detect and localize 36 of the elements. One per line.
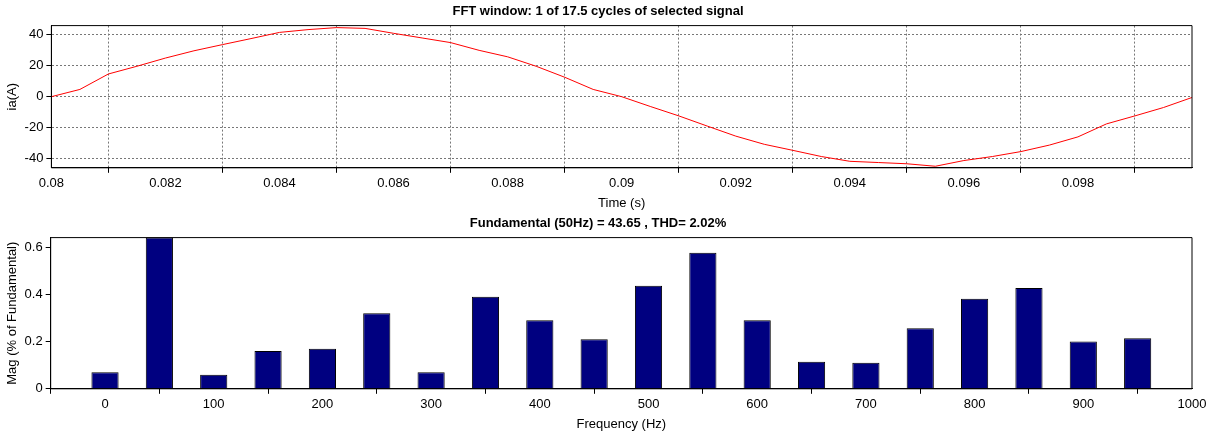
x-tick-label: 1000 bbox=[1177, 396, 1207, 412]
y-tick-label: -20 bbox=[24, 119, 44, 135]
x-tick-label: 0.082 bbox=[149, 175, 182, 191]
x-tick-label: 0 bbox=[101, 396, 109, 412]
x-tick-label: 0.08 bbox=[38, 175, 65, 191]
x-axis-title: Time (s) bbox=[598, 194, 646, 210]
y-tick-label: 0.4 bbox=[24, 285, 43, 301]
chart-title: FFT window: 1 of 17.5 cycles of selected signal bbox=[452, 3, 744, 19]
x-tick-label: 200 bbox=[311, 396, 334, 412]
x-tick-label: 0.098 bbox=[1061, 175, 1095, 191]
y-tick-label: 0 bbox=[36, 88, 44, 104]
x-tick-label: 0.096 bbox=[947, 175, 981, 191]
x-tick-label: 300 bbox=[420, 396, 442, 412]
y-axis-title: ia(A) bbox=[4, 82, 20, 111]
x-tick-label: 500 bbox=[637, 396, 660, 412]
x-tick-label: 400 bbox=[528, 396, 551, 412]
x-tick-label: 100 bbox=[202, 396, 225, 412]
x-tick-label: 0.086 bbox=[377, 175, 410, 191]
x-tick-label: 0.094 bbox=[833, 175, 867, 191]
x-tick-label: 0.084 bbox=[263, 175, 296, 191]
x-tick-label: 600 bbox=[746, 396, 769, 412]
y-tick-label: 40 bbox=[28, 26, 44, 42]
x-tick-label: 0.092 bbox=[719, 175, 753, 191]
y-tick-label: 20 bbox=[28, 57, 44, 73]
x-tick-label: 0.09 bbox=[609, 175, 635, 191]
y-tick-label: 0 bbox=[35, 380, 43, 396]
x-tick-label: 900 bbox=[1072, 396, 1095, 412]
x-tick-label: 700 bbox=[855, 396, 877, 412]
y-tick-label: 0.2 bbox=[24, 333, 43, 349]
x-tick-label: 0.088 bbox=[491, 175, 524, 191]
y-tick-label: 0.6 bbox=[24, 238, 43, 254]
x-tick-label: 800 bbox=[963, 396, 986, 412]
x-axis-title: Frequency (Hz) bbox=[576, 415, 667, 431]
y-axis-title: Mag (% of Fundamental) bbox=[4, 241, 20, 385]
chart-title: Fundamental (50Hz) = 43.65 , THD= 2.02% bbox=[469, 215, 727, 231]
y-tick-label: -40 bbox=[24, 150, 44, 166]
